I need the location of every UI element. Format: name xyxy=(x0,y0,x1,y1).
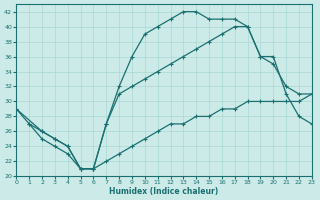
X-axis label: Humidex (Indice chaleur): Humidex (Indice chaleur) xyxy=(109,187,219,196)
